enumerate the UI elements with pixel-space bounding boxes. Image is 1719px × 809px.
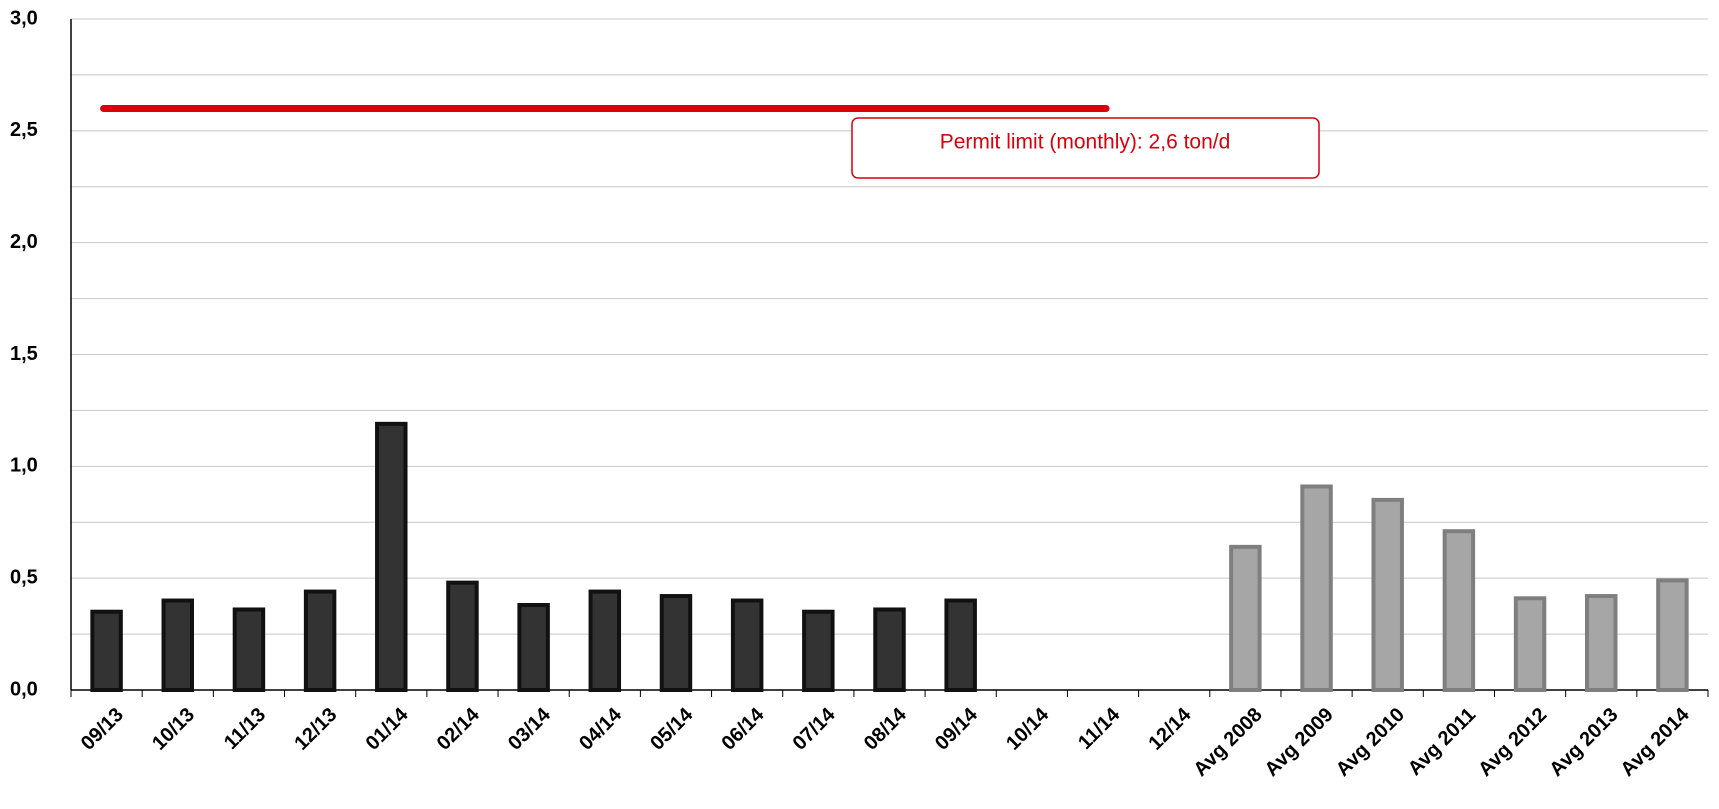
x-tick-label: 11/14	[1074, 703, 1125, 754]
bar	[1656, 578, 1689, 692]
x-tick-label: 03/14	[504, 703, 556, 755]
x-tick-label: 07/14	[789, 703, 841, 755]
annotation: Permit limit (monthly): 2,6 ton/d	[940, 131, 1231, 154]
bar	[659, 594, 693, 692]
x-tick-label: 08/14	[860, 703, 912, 755]
bar	[1229, 544, 1262, 692]
bar	[1585, 594, 1618, 692]
y-tick-label: 0,0	[10, 678, 38, 700]
x-tick-label: 10/14	[1002, 703, 1054, 755]
bar	[303, 589, 337, 692]
y-tick-label: 0,5	[10, 566, 38, 588]
y-tick-label: 1,0	[10, 455, 38, 477]
x-tick-label: 05/14	[646, 703, 698, 755]
x-tick-label: 01/14	[362, 703, 414, 755]
y-tick-label: 2,0	[10, 231, 38, 253]
x-tick-label: 10/13	[148, 704, 199, 755]
bar	[90, 609, 123, 693]
x-tick-label: 12/14	[1145, 703, 1197, 755]
x-tick-label: Avg 2008	[1189, 704, 1266, 781]
x-tick-label: Avg 2010	[1332, 704, 1409, 781]
x-tick-label: 11/13	[220, 704, 270, 754]
bar	[232, 607, 266, 692]
annotation-box	[851, 117, 1320, 179]
x-tick-label: Avg 2011	[1404, 704, 1480, 780]
y-tick-label: 1,5	[10, 343, 38, 365]
x-tick-label: 09/14	[931, 703, 983, 755]
bar	[802, 609, 835, 693]
bar	[517, 603, 550, 692]
bar	[161, 598, 194, 692]
bar	[446, 580, 479, 693]
x-tick-label: 09/13	[77, 704, 128, 755]
x-tick-label: 02/14	[433, 703, 485, 755]
x-tick-label: Avg 2014	[1617, 703, 1695, 781]
x-tick-label: Avg 2013	[1545, 704, 1622, 781]
bar	[1442, 529, 1476, 692]
y-tick-label: 2,5	[10, 119, 38, 141]
bar	[730, 598, 764, 692]
x-tick-label: Avg 2009	[1261, 704, 1338, 781]
bar	[588, 589, 622, 692]
x-tick-label: 12/13	[290, 704, 341, 755]
bar	[1513, 596, 1547, 693]
bar	[375, 421, 408, 692]
bar	[944, 598, 977, 692]
x-tick-label: 04/14	[575, 703, 627, 755]
bar	[1371, 497, 1404, 692]
x-tick-label: 06/14	[717, 703, 769, 755]
y-tick-label: 3,0	[10, 7, 38, 29]
bar	[873, 607, 906, 692]
x-tick-label: Avg 2012	[1474, 704, 1551, 781]
bar	[1300, 484, 1333, 693]
